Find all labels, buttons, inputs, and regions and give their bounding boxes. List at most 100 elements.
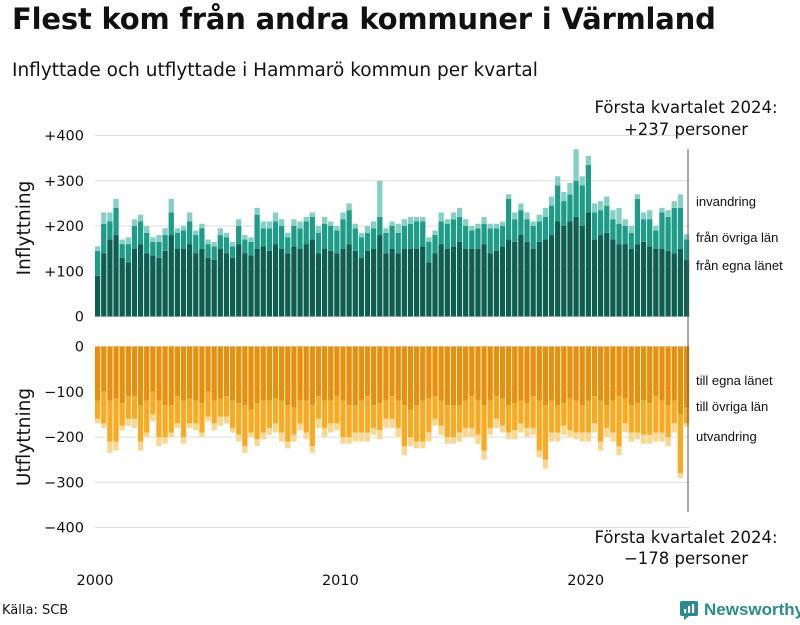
bar-segment bbox=[156, 437, 162, 447]
bar-segment bbox=[377, 180, 383, 217]
bar-segment bbox=[328, 423, 334, 433]
bar-segment bbox=[131, 248, 138, 317]
bar-segment bbox=[604, 232, 610, 317]
legend-label: till egna länet bbox=[696, 373, 773, 388]
bar-segment bbox=[260, 432, 266, 440]
bar-segment bbox=[107, 346, 113, 401]
bar-segment bbox=[229, 400, 236, 428]
bar-segment bbox=[229, 427, 236, 433]
bar-segment bbox=[542, 346, 549, 406]
bar-segment bbox=[352, 432, 358, 442]
bar-segment bbox=[463, 226, 469, 249]
bar-segment bbox=[144, 400, 150, 433]
bar-segment bbox=[101, 346, 107, 392]
bar-segment bbox=[456, 432, 463, 442]
bar-segment bbox=[561, 346, 567, 404]
bar-segment bbox=[573, 432, 579, 440]
bar-segment bbox=[229, 246, 236, 258]
bar-segment bbox=[352, 346, 358, 406]
bar-segment bbox=[548, 400, 555, 433]
legend-label: till övriga län bbox=[696, 399, 768, 414]
bar-segment bbox=[683, 346, 690, 408]
bar-segment bbox=[640, 219, 647, 242]
bar-segment bbox=[291, 226, 297, 247]
bar-segment bbox=[579, 176, 585, 186]
bar-segment bbox=[309, 212, 315, 217]
bar-segment bbox=[309, 239, 315, 317]
bar-segment bbox=[647, 434, 653, 444]
brand-logo: Newsworthy bbox=[679, 600, 800, 620]
bar-segment bbox=[591, 396, 598, 424]
bar-segment bbox=[653, 226, 659, 231]
bar-segment bbox=[573, 216, 579, 317]
bar-segment bbox=[493, 418, 499, 428]
bar-segment bbox=[285, 232, 291, 238]
bar-segment bbox=[321, 427, 328, 437]
bar-segment bbox=[297, 248, 303, 317]
bar-segment bbox=[309, 405, 315, 447]
bar-segment bbox=[407, 248, 414, 317]
bar-segment bbox=[542, 239, 549, 317]
bar-segment bbox=[426, 241, 432, 263]
bar-segment bbox=[555, 185, 561, 222]
bar-segment bbox=[505, 346, 512, 406]
bar-segment bbox=[187, 423, 193, 428]
bar-segment bbox=[604, 196, 610, 206]
bar-segment bbox=[677, 473, 684, 478]
bar-segment bbox=[401, 219, 407, 226]
bar-segment bbox=[634, 403, 641, 433]
bar-segment bbox=[346, 210, 352, 245]
bar-segment bbox=[548, 205, 555, 236]
bar-segment bbox=[205, 244, 211, 258]
bar-segment bbox=[260, 246, 266, 317]
bar-segment bbox=[450, 219, 457, 247]
bar-segment bbox=[150, 255, 156, 317]
brand-name: Newsworthy bbox=[704, 600, 800, 619]
bar-segment bbox=[383, 400, 389, 419]
bar-segment bbox=[677, 346, 684, 415]
bar-segment bbox=[217, 235, 223, 249]
bar-segment bbox=[573, 346, 579, 401]
bar-segment bbox=[604, 205, 610, 233]
bar-segment bbox=[536, 450, 542, 458]
bar-segment bbox=[199, 432, 205, 437]
bar-segment bbox=[383, 253, 389, 317]
bar-segment bbox=[193, 235, 199, 254]
bar-segment bbox=[266, 228, 273, 251]
bar-segment bbox=[432, 396, 438, 419]
bar-segment bbox=[95, 246, 101, 251]
bar-segment bbox=[499, 398, 506, 426]
bar-segment bbox=[444, 437, 450, 444]
bar-segment bbox=[659, 248, 665, 317]
bar-segment bbox=[499, 226, 506, 247]
bar-segment bbox=[524, 346, 530, 404]
bar-segment bbox=[640, 346, 647, 401]
bar-segment bbox=[389, 396, 395, 419]
bar-segment bbox=[113, 398, 119, 442]
bar-segment bbox=[413, 346, 420, 406]
bar-segment bbox=[487, 400, 493, 428]
bar-segment bbox=[242, 235, 248, 240]
bar-segment bbox=[131, 396, 138, 419]
bar-segment bbox=[358, 346, 365, 401]
bar-segment bbox=[291, 407, 297, 435]
bar-segment bbox=[303, 432, 309, 440]
bar-segment bbox=[475, 400, 481, 435]
bar-segment bbox=[401, 226, 407, 249]
bar-segment bbox=[254, 207, 260, 215]
bar-segment bbox=[567, 398, 573, 431]
bar-segment bbox=[493, 346, 499, 397]
bar-segment bbox=[119, 239, 125, 245]
bar-segment bbox=[150, 414, 156, 422]
bar-segment bbox=[505, 239, 512, 317]
bar-segment bbox=[346, 203, 352, 211]
bar-segment bbox=[272, 398, 279, 424]
bar-segment bbox=[481, 223, 487, 245]
y-tick-label: −200 bbox=[44, 430, 84, 446]
bar-segment bbox=[297, 423, 303, 431]
bar-segment bbox=[364, 226, 371, 233]
bar-segment bbox=[236, 219, 242, 226]
bar-segment bbox=[291, 219, 297, 226]
bar-segment bbox=[444, 248, 450, 317]
